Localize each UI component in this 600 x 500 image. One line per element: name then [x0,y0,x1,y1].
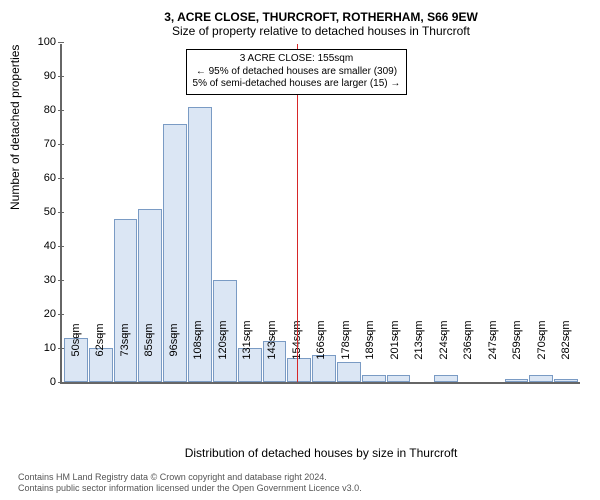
x-tick-label: 270sqm [536,320,548,359]
y-tick: 90 [22,70,56,82]
x-tick: 62sqm [89,333,113,388]
annotation-line: 5% of semi-detached houses are larger (1… [193,78,401,91]
x-tick: 224sqm [432,333,456,388]
property-size-chart: 3, ACRE CLOSE, THURCROFT, ROTHERHAM, S66… [0,0,600,500]
x-tick-label: 282sqm [560,320,572,359]
y-tick: 10 [22,342,56,354]
x-axis-label: Distribution of detached houses by size … [62,446,580,460]
plot-area: 50sqm 62sqm 73sqm 85sqm 96sqm 108sqm 120sqm 131… [60,44,580,384]
chart-subtitle: Size of property relative to detached ho… [60,24,582,38]
chart-title-address: 3, ACRE CLOSE, THURCROFT, ROTHERHAM, S66… [60,10,582,24]
x-tick: 96sqm [162,333,186,388]
x-tick: 189sqm [358,333,382,388]
x-tick: 50sqm [64,333,88,388]
x-tick-label: 259sqm [511,320,523,359]
x-tick: 213sqm [407,333,431,388]
x-tick-label: 108sqm [192,320,204,359]
x-tick-label: 224sqm [438,320,450,359]
x-tick: 166sqm [309,333,333,388]
annotation-line: ← 95% of detached houses are smaller (30… [193,66,401,79]
y-tick: 40 [22,240,56,252]
x-tick-label: 85sqm [143,323,155,356]
x-tick-label: 189sqm [364,320,376,359]
y-tick: 50 [22,206,56,218]
y-tick: 0 [22,376,56,388]
y-tick: 80 [22,104,56,116]
x-tick-label: 178sqm [340,320,352,359]
x-tick: 201sqm [383,333,407,388]
x-tick: 143sqm [260,333,284,388]
attribution-text: Contains HM Land Registry data © Crown c… [18,472,362,494]
y-axis-label: Number of detached properties [8,45,22,210]
reference-line [297,44,298,382]
x-tick-label: 201sqm [389,320,401,359]
x-tick-label: 96sqm [168,323,180,356]
x-tick: 270sqm [530,333,554,388]
annotation-box: 3 ACRE CLOSE: 155sqm← 95% of detached ho… [186,49,408,95]
y-tick: 100 [22,36,56,48]
x-tick: 85sqm [138,333,162,388]
x-tick-label: 50sqm [70,323,82,356]
annotation-line: 3 ACRE CLOSE: 155sqm [193,53,401,66]
x-tick-label: 236sqm [462,320,474,359]
y-tick: 60 [22,172,56,184]
x-tick: 120sqm [211,333,235,388]
x-tick-label: 213sqm [413,320,425,359]
x-tick: 178sqm [334,333,358,388]
x-tick-label: 62sqm [94,323,106,356]
attribution-line-1: Contains HM Land Registry data © Crown c… [18,472,362,483]
x-tick-label: 166sqm [315,320,327,359]
attribution-line-2: Contains public sector information licen… [18,483,362,494]
x-tick: 131sqm [236,333,260,388]
x-tick-label: 120sqm [217,320,229,359]
x-tick: 259sqm [506,333,530,388]
x-axis-ticks: 50sqm62sqm73sqm85sqm96sqm108sqm120sqm131… [62,333,580,388]
y-tick: 20 [22,308,56,320]
x-tick: 282sqm [555,333,579,388]
x-tick-label: 247sqm [487,320,499,359]
y-tick: 70 [22,138,56,150]
x-tick: 108sqm [187,333,211,388]
x-tick: 236sqm [457,333,481,388]
x-tick-label: 73sqm [119,323,131,356]
x-tick-label: 143sqm [266,320,278,359]
y-tick: 30 [22,274,56,286]
x-tick: 247sqm [481,333,505,388]
x-tick-label: 131sqm [241,320,253,359]
x-tick: 73sqm [113,333,137,388]
